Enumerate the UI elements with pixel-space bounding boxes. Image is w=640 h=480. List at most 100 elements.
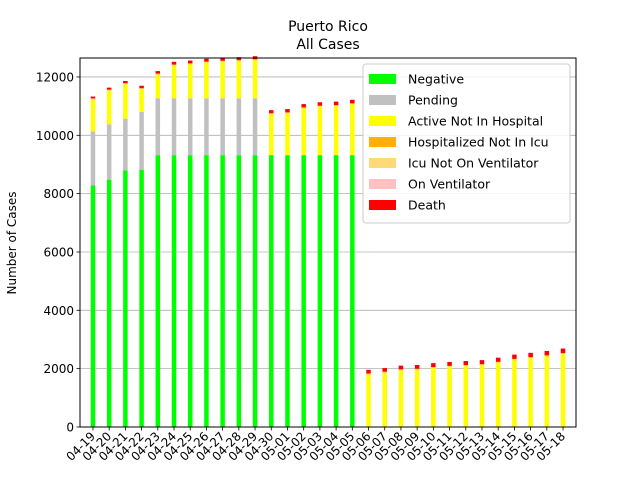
bar-segment [382,368,387,372]
bar-segment [123,118,128,171]
bar-segment [317,155,323,427]
bar-segment [139,88,144,112]
legend-swatch [369,116,396,126]
bar-segment [252,59,258,60]
chart-title: Puerto Rico [288,19,368,35]
bar-segment [285,112,290,113]
bar-segment [431,367,436,427]
bar-segment [123,80,128,84]
y-tick-label: 6000 [43,245,74,259]
bar-segment [139,88,144,89]
legend-label: Death [408,198,446,213]
bar-segment [155,73,161,75]
bar-segment [139,85,144,89]
bar-segment [544,355,550,356]
bar-segment [301,107,306,156]
y-gridlines [80,76,576,428]
bar-segment [398,369,404,427]
legend-label: Negative [408,72,464,87]
bar-segment [187,63,193,99]
bar-segment [220,60,225,62]
bar-segment [479,364,485,365]
bar-segment [333,155,339,427]
legend-swatch [369,74,396,84]
bar-segment [155,155,161,427]
bar-segment [398,369,404,370]
bar-segment [269,113,274,114]
bar-segment [350,103,355,156]
bar-segment [382,371,387,373]
bar-segment [512,358,517,360]
bar-segment [479,360,485,365]
bar-segment [204,155,209,427]
bar-segment [220,98,225,156]
bar-segment [236,60,242,99]
y-tick-label: 8000 [43,187,74,201]
bar-segment [204,61,209,63]
bar-segment [463,361,469,366]
bar-segment [463,365,469,366]
bar-segment [204,62,209,99]
bar-segment [90,98,96,132]
y-tick-label: 4000 [43,304,74,318]
bar-segment [398,365,404,370]
bar-segment [236,57,242,61]
bar-segment [431,363,436,368]
bar-segment [139,111,144,170]
bar-segment [560,353,566,427]
bar-segment [366,373,371,427]
bar-segment [106,179,112,427]
bar-segment [220,155,225,427]
bar-segment [301,104,306,108]
bar-segment [155,74,161,99]
bar-segment [350,155,355,427]
legend-label: On Ventilator [408,177,491,192]
bar-segment [123,170,128,427]
bar-segment [106,124,112,180]
bar-segment [155,71,161,74]
bars [90,56,566,427]
bar-segment [333,105,339,156]
y-tick-label: 0 [66,421,74,435]
bar-segment [123,83,128,84]
bar-segment [560,348,566,354]
bar-segment [350,103,355,104]
legend-label: Icu Not On Ventilator [408,156,539,171]
y-axis: 0 2000 4000 6000 8000 10000 12000 [36,70,80,435]
bar-segment [106,87,112,90]
bar-segment [463,365,469,427]
bar-segment [220,61,225,99]
legend-label: Pending [408,93,458,108]
legend-frame [362,63,571,224]
bar-segment [269,155,274,427]
bar-segment [495,361,501,363]
bar-segment [560,353,566,354]
bar-segment [447,366,452,427]
bar-segment [495,362,501,427]
bar-segment [236,155,242,427]
bar-segment [447,361,452,366]
bar-segment [301,107,306,108]
bar-segment [204,98,209,156]
bar-segment [106,90,112,125]
bar-segment [333,101,339,106]
bar-segment [106,89,112,91]
bar-segment [187,98,193,156]
legend: Negative Pending Active Not In Hospital Hos… [362,63,571,224]
bar-segment [366,373,371,374]
bar-segment [285,155,290,427]
bar-segment [204,58,209,62]
bar-segment [317,105,323,107]
y-tick-label: 2000 [43,362,74,376]
bar-segment [90,98,96,99]
bar-segment [252,59,258,99]
bar-segment [171,61,177,65]
bar-segment [528,357,533,358]
bar-segment [171,65,177,99]
bar-segment [414,369,420,427]
bar-segment [269,110,274,114]
chart-subtitle: All Cases [296,37,359,53]
bar-segment [350,99,355,104]
bar-segment [528,357,533,427]
